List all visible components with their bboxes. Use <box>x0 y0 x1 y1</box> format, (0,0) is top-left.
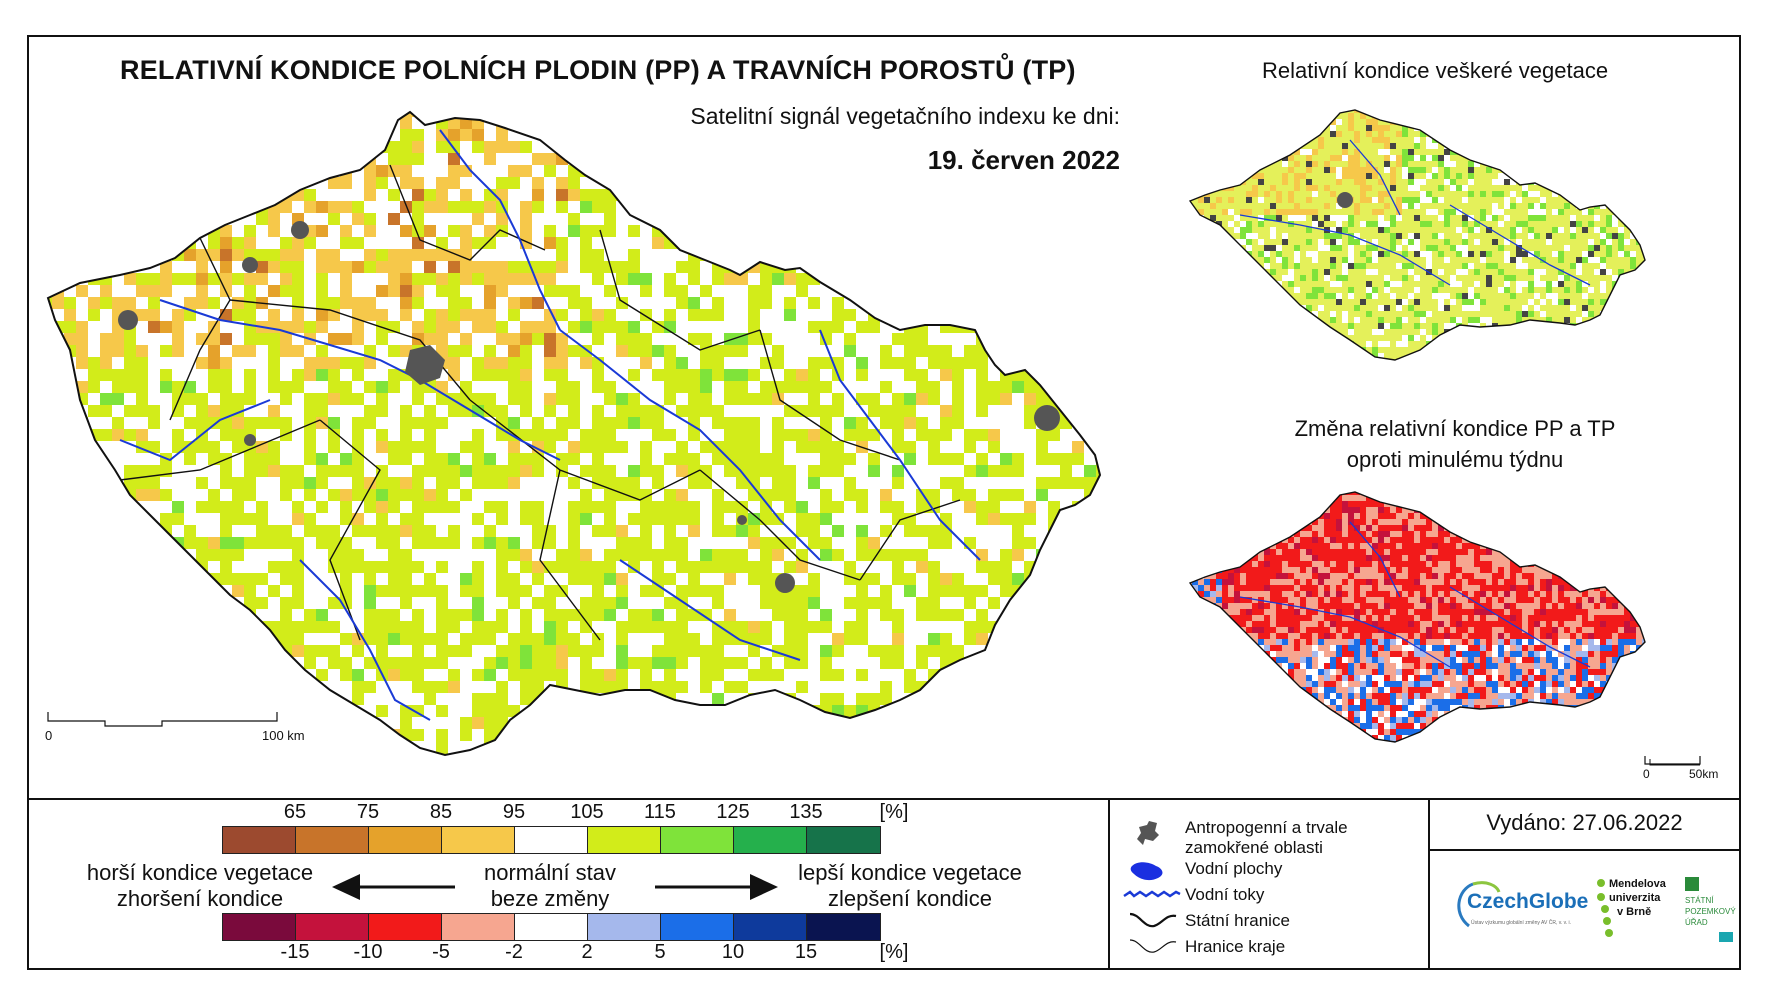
condition-tick-label: [%] <box>879 801 909 823</box>
condition-tick-label: 85 <box>429 801 453 823</box>
change-swatch <box>296 914 369 940</box>
inset-bottom-title-line2: oproti minulému týdnu <box>1346 447 1564 472</box>
normal-label: normální stav beze změny <box>450 860 650 912</box>
condition-tick-label: 75 <box>356 801 380 823</box>
change-swatch <box>588 914 661 940</box>
czechglobe-subtext: Ústav výzkumu globální změny AV ČR, v. v… <box>1471 920 1572 926</box>
condition-swatch <box>369 827 442 853</box>
map-date: 19. červen 2022 <box>927 145 1120 175</box>
change-tick-label: [%] <box>879 941 909 963</box>
condition-swatch <box>734 827 807 853</box>
inset-top-title: Relativní kondice veškeré vegetace <box>1262 58 1609 83</box>
mendel-dots-icon <box>1597 879 1613 937</box>
condition-swatch <box>442 827 515 853</box>
change-color-bar <box>222 913 881 941</box>
condition-tick-label: 135 <box>789 801 823 823</box>
condition-swatch <box>515 827 588 853</box>
change-swatch <box>442 914 515 940</box>
inset-scale-start: 0 <box>1643 767 1650 781</box>
river-icon <box>1123 890 1181 898</box>
change-tick-label: -10 <box>353 941 383 963</box>
change-tick-label: -15 <box>280 941 310 963</box>
condition-swatch <box>223 827 296 853</box>
change-tick-label: -2 <box>505 941 523 963</box>
change-swatch <box>661 914 734 940</box>
change-tick-label: 2 <box>581 941 593 963</box>
change-tick-label: 15 <box>794 941 818 963</box>
condition-swatch <box>661 827 734 853</box>
inset-bottom-title: Změna relativní kondice PP a TP oproti m… <box>1270 413 1640 475</box>
worse-line2: zhoršení kondice <box>116 886 284 911</box>
issued-date: Vydáno: 27.06.2022 <box>1486 810 1683 835</box>
issued-divider <box>1428 849 1741 851</box>
map-subtitle: Satelitní signál vegetačního indexu ke d… <box>690 103 1120 129</box>
change-tick-label: -5 <box>432 941 450 963</box>
inset-bottom-title-line1: Změna relativní kondice PP a TP <box>1294 416 1616 441</box>
spu-square-icon <box>1685 877 1699 891</box>
legend-divider <box>27 798 1741 800</box>
water-bodies-label: Vodní plochy <box>1185 859 1283 878</box>
condition-tick-label: 105 <box>570 801 604 823</box>
worse-line1: horší kondice vegetace <box>86 860 314 885</box>
condition-swatch <box>807 827 880 853</box>
anthropogenic-icon <box>1137 821 1159 845</box>
normal-line2: beze změny <box>490 886 610 911</box>
condition-tick-label: 125 <box>716 801 750 823</box>
change-swatch <box>734 914 807 940</box>
legend-divider-left <box>1108 798 1110 970</box>
left-arrow-icon <box>332 874 455 900</box>
map-title: RELATIVNÍ KONDICE POLNÍCH PLODIN (PP) A … <box>120 55 1076 85</box>
water-body-icon <box>1130 862 1163 881</box>
change-tick-label: 5 <box>654 941 666 963</box>
normal-line1: normální stav <box>483 860 617 885</box>
state-border-icon <box>1129 912 1177 928</box>
change-swatch <box>515 914 588 940</box>
anthro-label: Antropogenní a trvale zamokřené oblasti <box>1185 818 1348 858</box>
mendel-line1: Mendelova <box>1609 878 1666 890</box>
change-swatch <box>807 914 880 940</box>
better-line2: zlepšení kondice <box>828 886 992 911</box>
right-arrow-icon <box>655 874 778 900</box>
condition-tick-label: 95 <box>502 801 526 823</box>
region-border-icon <box>1129 939 1177 953</box>
czechglobe-text: CzechGlobe <box>1467 890 1589 913</box>
main-scale-start: 0 <box>45 728 53 743</box>
change-swatch <box>223 914 296 940</box>
anthro-line2: zamokřené oblasti <box>1185 838 1323 857</box>
better-line1: lepší kondice vegetace <box>798 860 1022 885</box>
condition-swatch <box>588 827 661 853</box>
condition-tick-label: 115 <box>644 801 676 823</box>
condition-color-bar <box>222 826 881 854</box>
state-border-label: Státní hranice <box>1185 911 1290 930</box>
spu-logo: STÁTNÍ POZEMKOVÝ ÚŘAD <box>1685 877 1736 942</box>
change-tick-label: 10 <box>721 941 745 963</box>
worse-label: horší kondice vegetace zhoršení kondice <box>60 860 340 912</box>
change-swatch <box>369 914 442 940</box>
condition-tick-label: 65 <box>283 801 307 823</box>
spu-line2: POZEMKOVÝ <box>1685 907 1736 916</box>
spu-line1: STÁTNÍ <box>1685 896 1714 905</box>
mendel-logo: Mendelova univerzita v Brně <box>1597 877 1666 937</box>
region-border-label: Hranice kraje <box>1185 937 1286 956</box>
main-scale-end: 100 km <box>262 728 305 743</box>
spu-line3: ÚŘAD <box>1685 918 1708 927</box>
inset-scale-end: 50km <box>1689 767 1719 781</box>
mendel-line2: univerzita <box>1609 892 1661 904</box>
mendel-line3: v Brně <box>1617 906 1652 918</box>
condition-swatch <box>296 827 369 853</box>
spu-cyan-icon <box>1719 932 1733 942</box>
czechglobe-logo: CzechGlobe Ústav výzkumu globální změny … <box>1453 876 1603 936</box>
anthro-line1: Antropogenní a trvale <box>1185 818 1348 837</box>
rivers-label: Vodní toky <box>1185 885 1265 904</box>
better-label: lepší kondice vegetace zlepšení kondice <box>770 860 1050 912</box>
